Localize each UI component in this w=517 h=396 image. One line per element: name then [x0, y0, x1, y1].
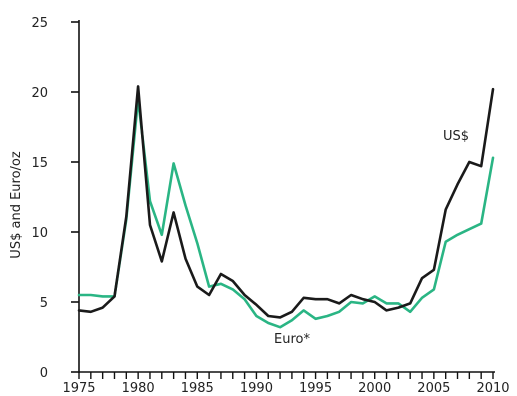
- y-axis: 0 5 10 15 20 25: [31, 16, 80, 381]
- series-label-us-dollar: US$: [443, 129, 469, 144]
- y-tick-label: 15: [31, 156, 48, 171]
- x-tick-label: 1975: [62, 381, 95, 396]
- x-tick-label: 2005: [417, 381, 450, 396]
- y-tick-label: 5: [40, 296, 48, 311]
- x-tick-label: 1980: [122, 381, 155, 396]
- series-lines: [77, 85, 495, 329]
- y-tick-label: 20: [31, 86, 48, 101]
- series-line-euro: [77, 97, 495, 329]
- x-tick-label: 1995: [299, 381, 332, 396]
- y-tick-label: 25: [31, 16, 48, 31]
- x-tick-label: 2010: [476, 381, 509, 396]
- x-tick-label: 1990: [240, 381, 273, 396]
- y-tick-label: 0: [40, 366, 48, 381]
- y-axis-title: US$ and Euro/oz: [9, 151, 24, 259]
- series-label-euro: Euro*: [274, 332, 310, 347]
- x-axis: 1975 1980 1985 1990 1995 2000 2005 2010: [62, 371, 510, 396]
- series-line-us: [77, 85, 495, 319]
- x-tick-label: 1985: [181, 381, 214, 396]
- y-tick-label: 10: [31, 226, 48, 241]
- x-tick-label: 2000: [358, 381, 391, 396]
